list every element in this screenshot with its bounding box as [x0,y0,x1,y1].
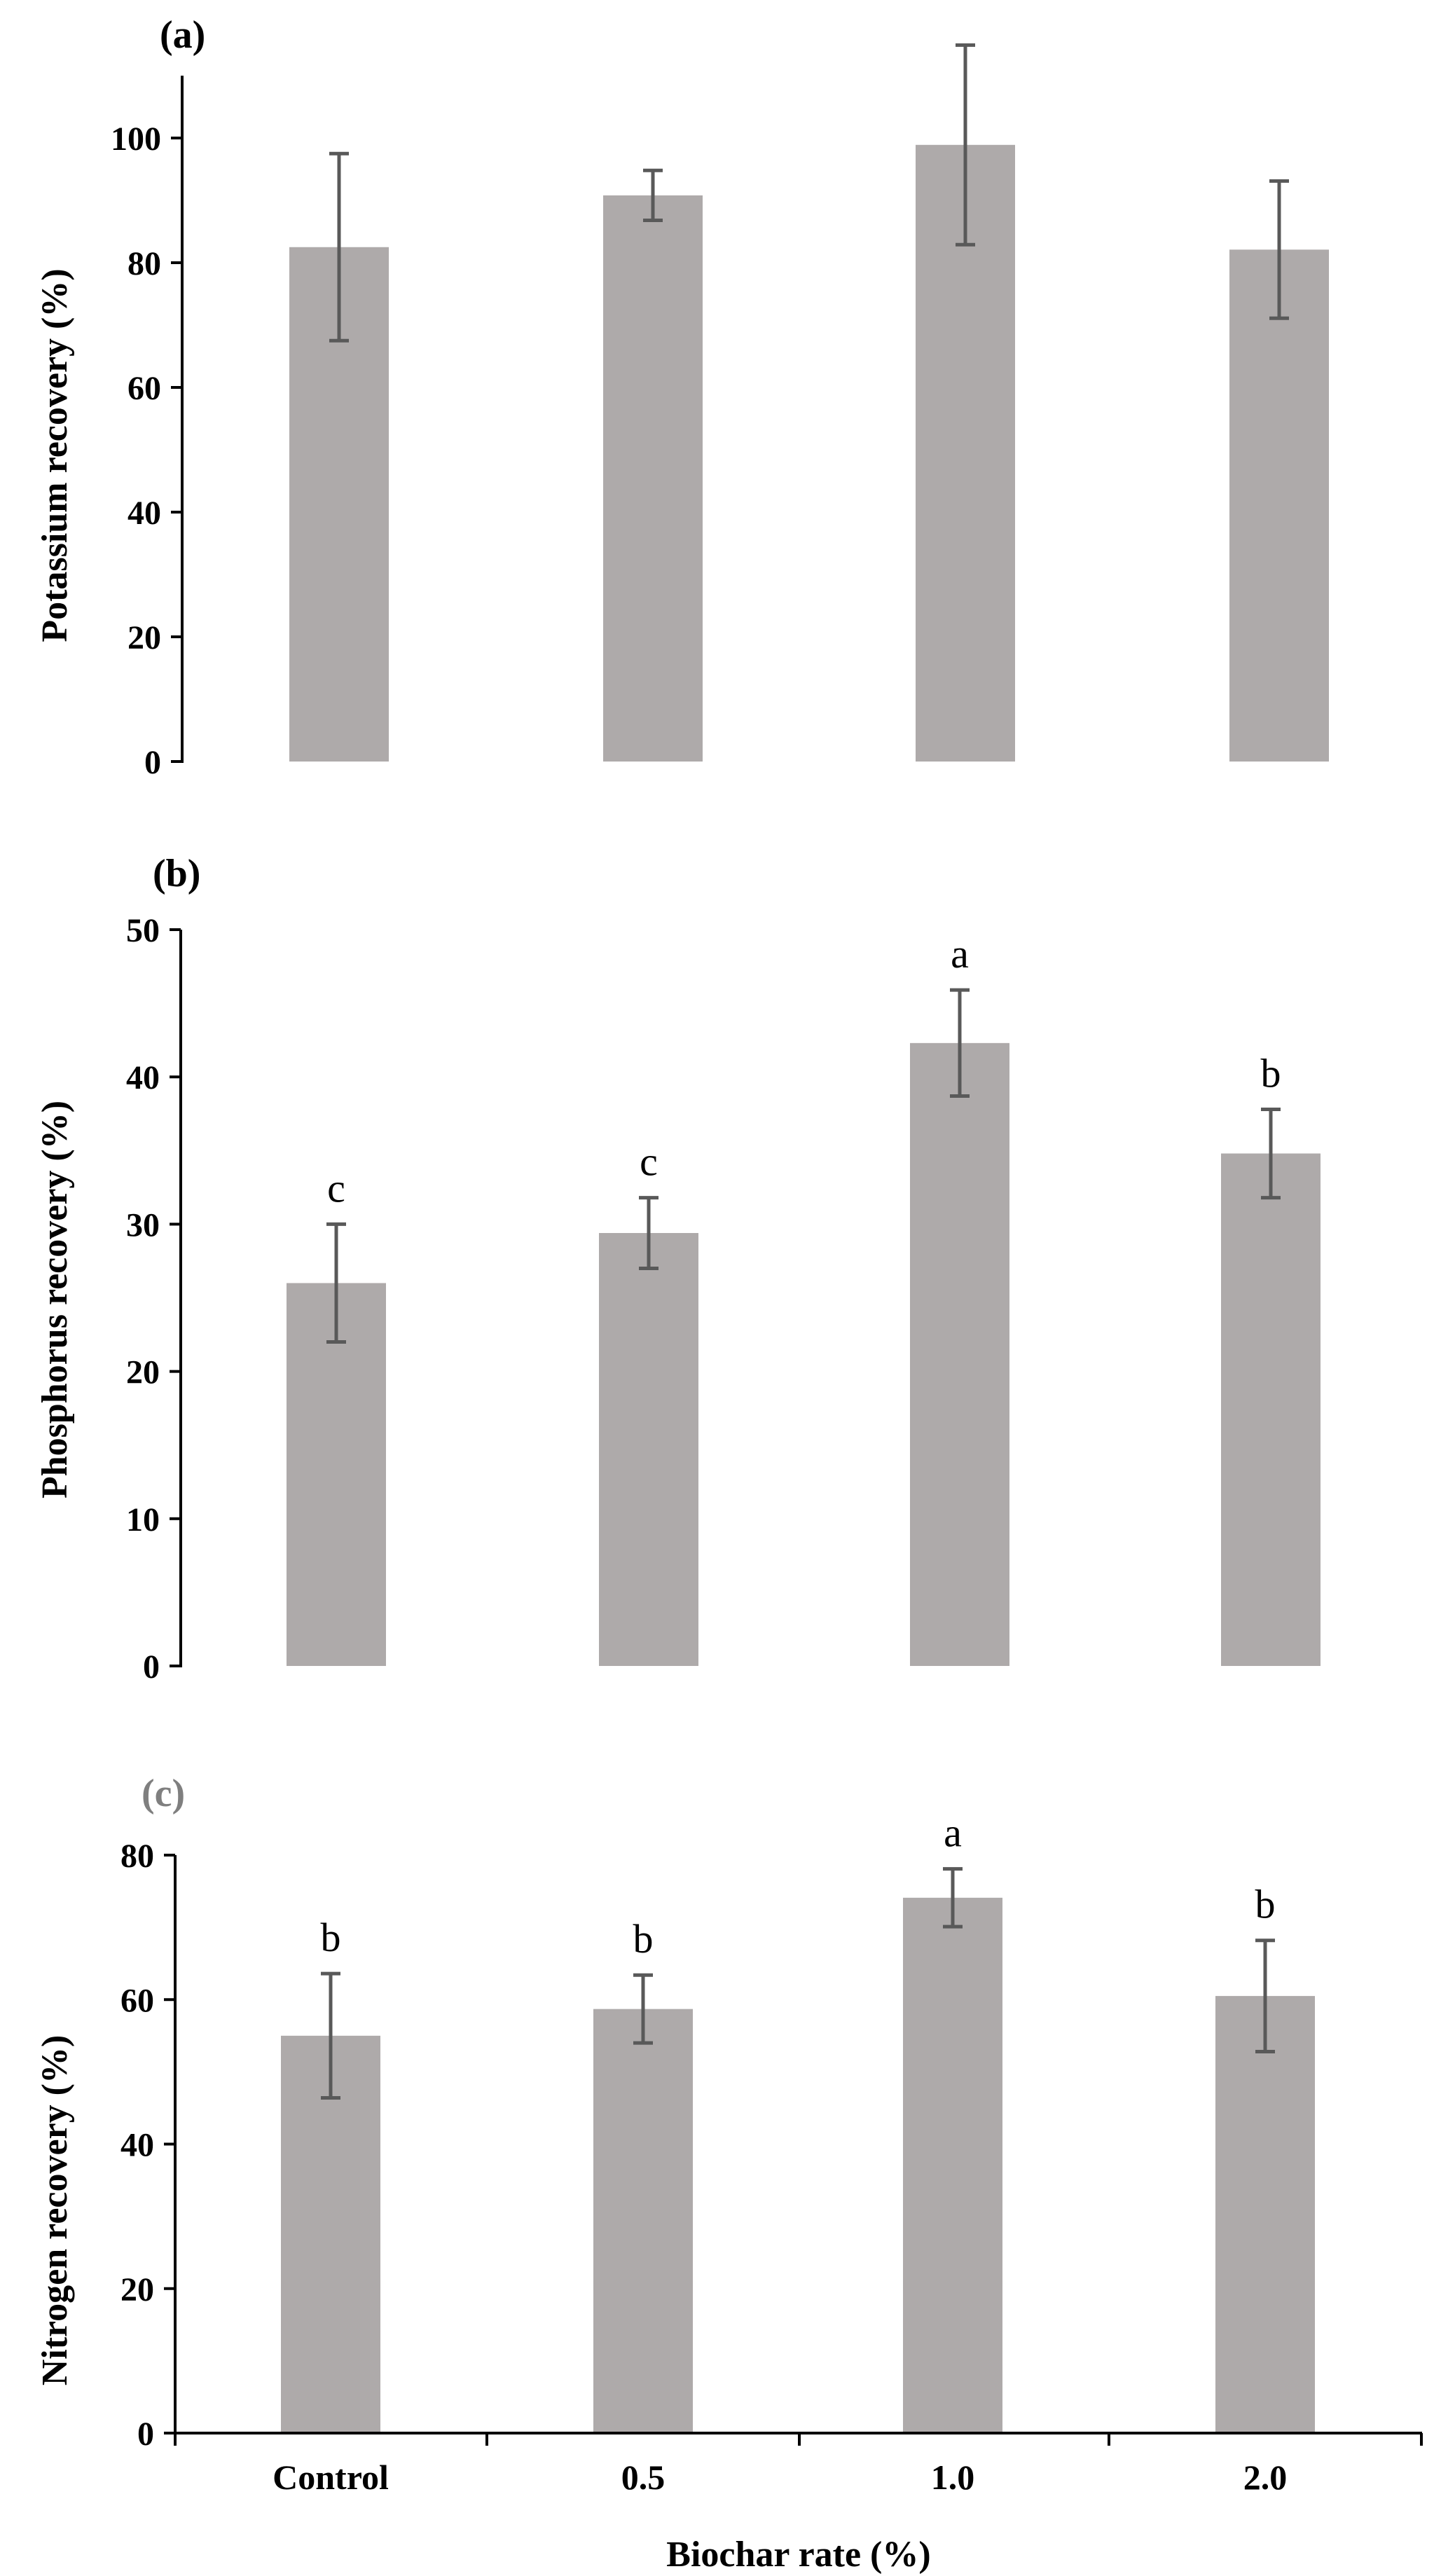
error-bar-0.5 [639,1196,659,1270]
significance-letter: b [1255,1882,1276,1927]
y-tick-label: 40 [126,1059,160,1096]
y-tick-label: 40 [120,2127,154,2164]
plot-area: b b a b 0 20 40 60 80 Control 0.5 1.0 2.0 [120,1810,1423,2497]
x-tick-label: 2.0 [1243,2458,1288,2497]
bar-Control [287,1283,386,1666]
panel-label: (b) [153,852,200,895]
y-tick-label: 20 [127,619,161,656]
significance-letter: b [633,1916,654,1962]
panel-label: (a) [160,13,205,57]
error-bar-Control [326,1222,346,1344]
error-bar-1.0 [943,1867,963,1929]
significance-letter: a [951,931,969,977]
y-tick-label: 20 [126,1354,160,1391]
plot-area: c c a b 0 10 20 30 40 50 [126,912,1321,1686]
y-tick-label: 50 [126,912,160,949]
y-tick-label: 60 [127,370,161,407]
y-tick-label: 100 [111,120,161,158]
bar-0.5 [593,2009,693,2433]
significance-letter: b [1261,1050,1281,1096]
bar-Control [281,2035,380,2433]
error-bar-1.0 [956,43,975,247]
bar-2.0 [1215,1996,1315,2433]
y-tick-label: 0 [143,1648,160,1686]
error-bar-2.0 [1269,179,1289,320]
y-axis-label: Nitrogen recovery (%) [35,2035,75,2386]
bar-2.0 [1229,249,1329,762]
plot-area: 0 20 40 60 80 100 [111,43,1329,781]
error-bar-0.5 [633,1973,653,2045]
x-tick-label: 0.5 [621,2458,666,2497]
panel-label: (c) [142,1772,185,1815]
y-axis-label: Phosphorus recovery (%) [35,1101,75,1499]
bar-0.5 [599,1233,698,1666]
y-tick-label: 80 [127,245,161,282]
panel-b-phosphorus: (b) Phosphorus recovery (%) c c a b 0 10 20 30 4… [35,852,1321,1686]
x-axis-label: Biochar rate (%) [666,2535,930,2575]
y-axis-label: Potassium recovery (%) [35,268,75,642]
x-tick-label: 1.0 [931,2458,975,2497]
significance-letter: a [944,1810,962,1856]
y-tick-label: 80 [120,1838,154,1875]
error-bar-0.5 [643,168,663,222]
bar-1.0 [903,1897,1002,2433]
panel-c-nitrogen: (c) Nitrogen recovery (%) b b a b 0 20 40 60 80 C… [35,1772,1423,2575]
significance-letter: b [321,1915,341,1960]
y-tick-label: 0 [137,2416,154,2453]
significance-letter: c [640,1139,658,1185]
bar-1.0 [916,144,1015,762]
y-tick-label: 0 [144,744,161,781]
error-bar-1.0 [950,988,970,1098]
error-bar-2.0 [1261,1107,1281,1200]
bar-0.5 [603,195,703,762]
significance-letter: c [327,1165,345,1211]
error-bar-Control [329,151,349,343]
error-bar-Control [321,1971,340,2100]
panel-a-potassium: (a) Potassium recovery (%) 0 20 40 60 80 100 [35,13,1329,781]
y-tick-label: 60 [120,1982,154,2019]
bar-1.0 [910,1042,1009,1666]
error-bar-2.0 [1255,1938,1275,2053]
bar-2.0 [1221,1153,1321,1666]
y-tick-label: 30 [126,1206,160,1244]
y-tick-label: 20 [120,2271,154,2308]
y-tick-label: 10 [126,1501,160,1538]
x-tick-label: Control [273,2458,389,2497]
y-tick-label: 40 [127,495,161,532]
